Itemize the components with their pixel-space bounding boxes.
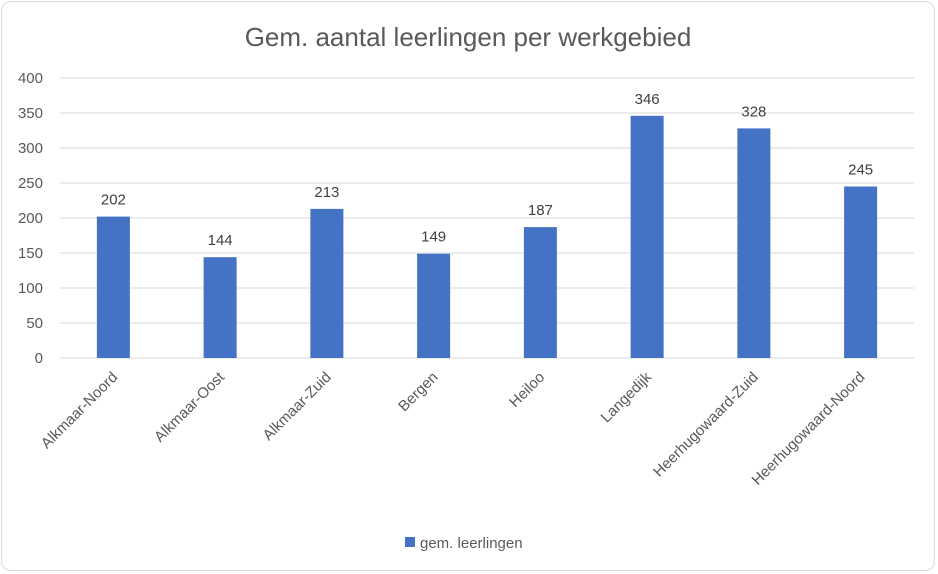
x-tick-label: Heiloo — [506, 369, 548, 411]
y-tick-label: 400 — [18, 70, 43, 87]
x-tick-label: Heerhugowaard-Zuid — [650, 369, 762, 481]
legend: gem. leerlingen — [405, 535, 523, 552]
x-tick-label: Heerhugowaard-Noord — [749, 369, 869, 489]
data-label: 245 — [848, 162, 873, 179]
gridlines — [60, 77, 914, 359]
x-axis: Alkmaar-Noord Alkmaar-Oost Alkmaar-Zuid Ber… — [38, 368, 869, 489]
data-label: 187 — [528, 202, 553, 219]
bar — [417, 253, 451, 358]
y-axis: 0 50 100 150 200 250 300 350 400 — [18, 70, 43, 367]
y-tick-label: 150 — [18, 245, 43, 262]
y-tick-label: 100 — [18, 280, 43, 297]
chart-title: Gem. aantal leerlingen per werkgebied — [245, 22, 692, 52]
x-tick-label: Alkmaar-Oost — [151, 368, 228, 445]
data-label: 346 — [635, 91, 660, 108]
data-label: 202 — [101, 192, 126, 209]
x-tick-label: Langedijk — [598, 368, 656, 426]
y-tick-label: 250 — [18, 175, 43, 192]
bars — [96, 115, 878, 358]
legend-swatch — [405, 537, 415, 547]
data-label: 328 — [741, 103, 766, 120]
y-tick-label: 0 — [35, 350, 43, 367]
y-tick-label: 350 — [18, 105, 43, 122]
bar — [96, 216, 130, 358]
y-tick-label: 300 — [18, 140, 43, 157]
y-tick-label: 50 — [26, 315, 43, 332]
bar — [523, 227, 557, 358]
x-tick-label: Bergen — [395, 369, 441, 415]
data-label: 149 — [421, 229, 446, 246]
legend-label: gem. leerlingen — [420, 535, 523, 552]
y-tick-label: 200 — [18, 210, 43, 227]
bar — [203, 257, 237, 358]
bar — [844, 186, 878, 358]
data-label: 213 — [314, 184, 339, 201]
x-tick-label: Alkmaar-Noord — [38, 369, 121, 452]
bar — [310, 208, 344, 358]
x-tick-label: Alkmaar-Zuid — [260, 369, 335, 444]
bar — [737, 128, 771, 358]
data-labels: 202 144 213 149 187 346 328 245 — [101, 91, 873, 249]
bar — [630, 115, 664, 358]
data-label: 144 — [208, 232, 233, 249]
